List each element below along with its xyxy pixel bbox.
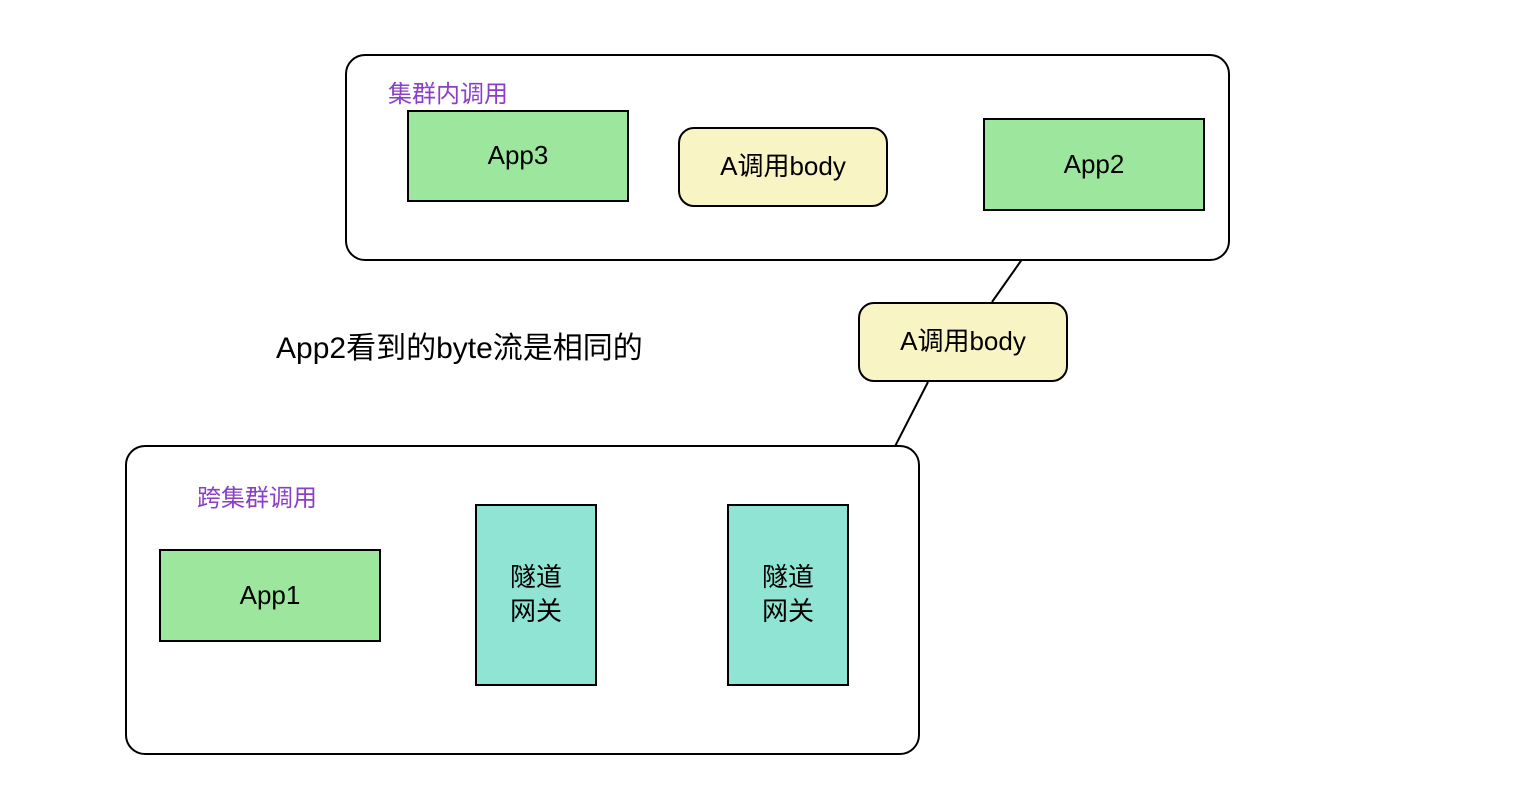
node-app1: App1 — [159, 549, 381, 642]
group-title-group-bottom: 跨集群调用 — [197, 478, 317, 513]
caption-text: App2看到的byte流是相同的 — [276, 323, 643, 367]
node-app3: App3 — [407, 110, 629, 202]
node-body1: A调用body — [678, 127, 888, 207]
node-gw1: 隧道网关 — [475, 504, 597, 686]
group-title-group-top: 集群内调用 — [388, 74, 508, 109]
node-body2: A调用body — [858, 302, 1068, 382]
node-app2: App2 — [983, 118, 1205, 211]
node-gw2: 隧道网关 — [727, 504, 849, 686]
